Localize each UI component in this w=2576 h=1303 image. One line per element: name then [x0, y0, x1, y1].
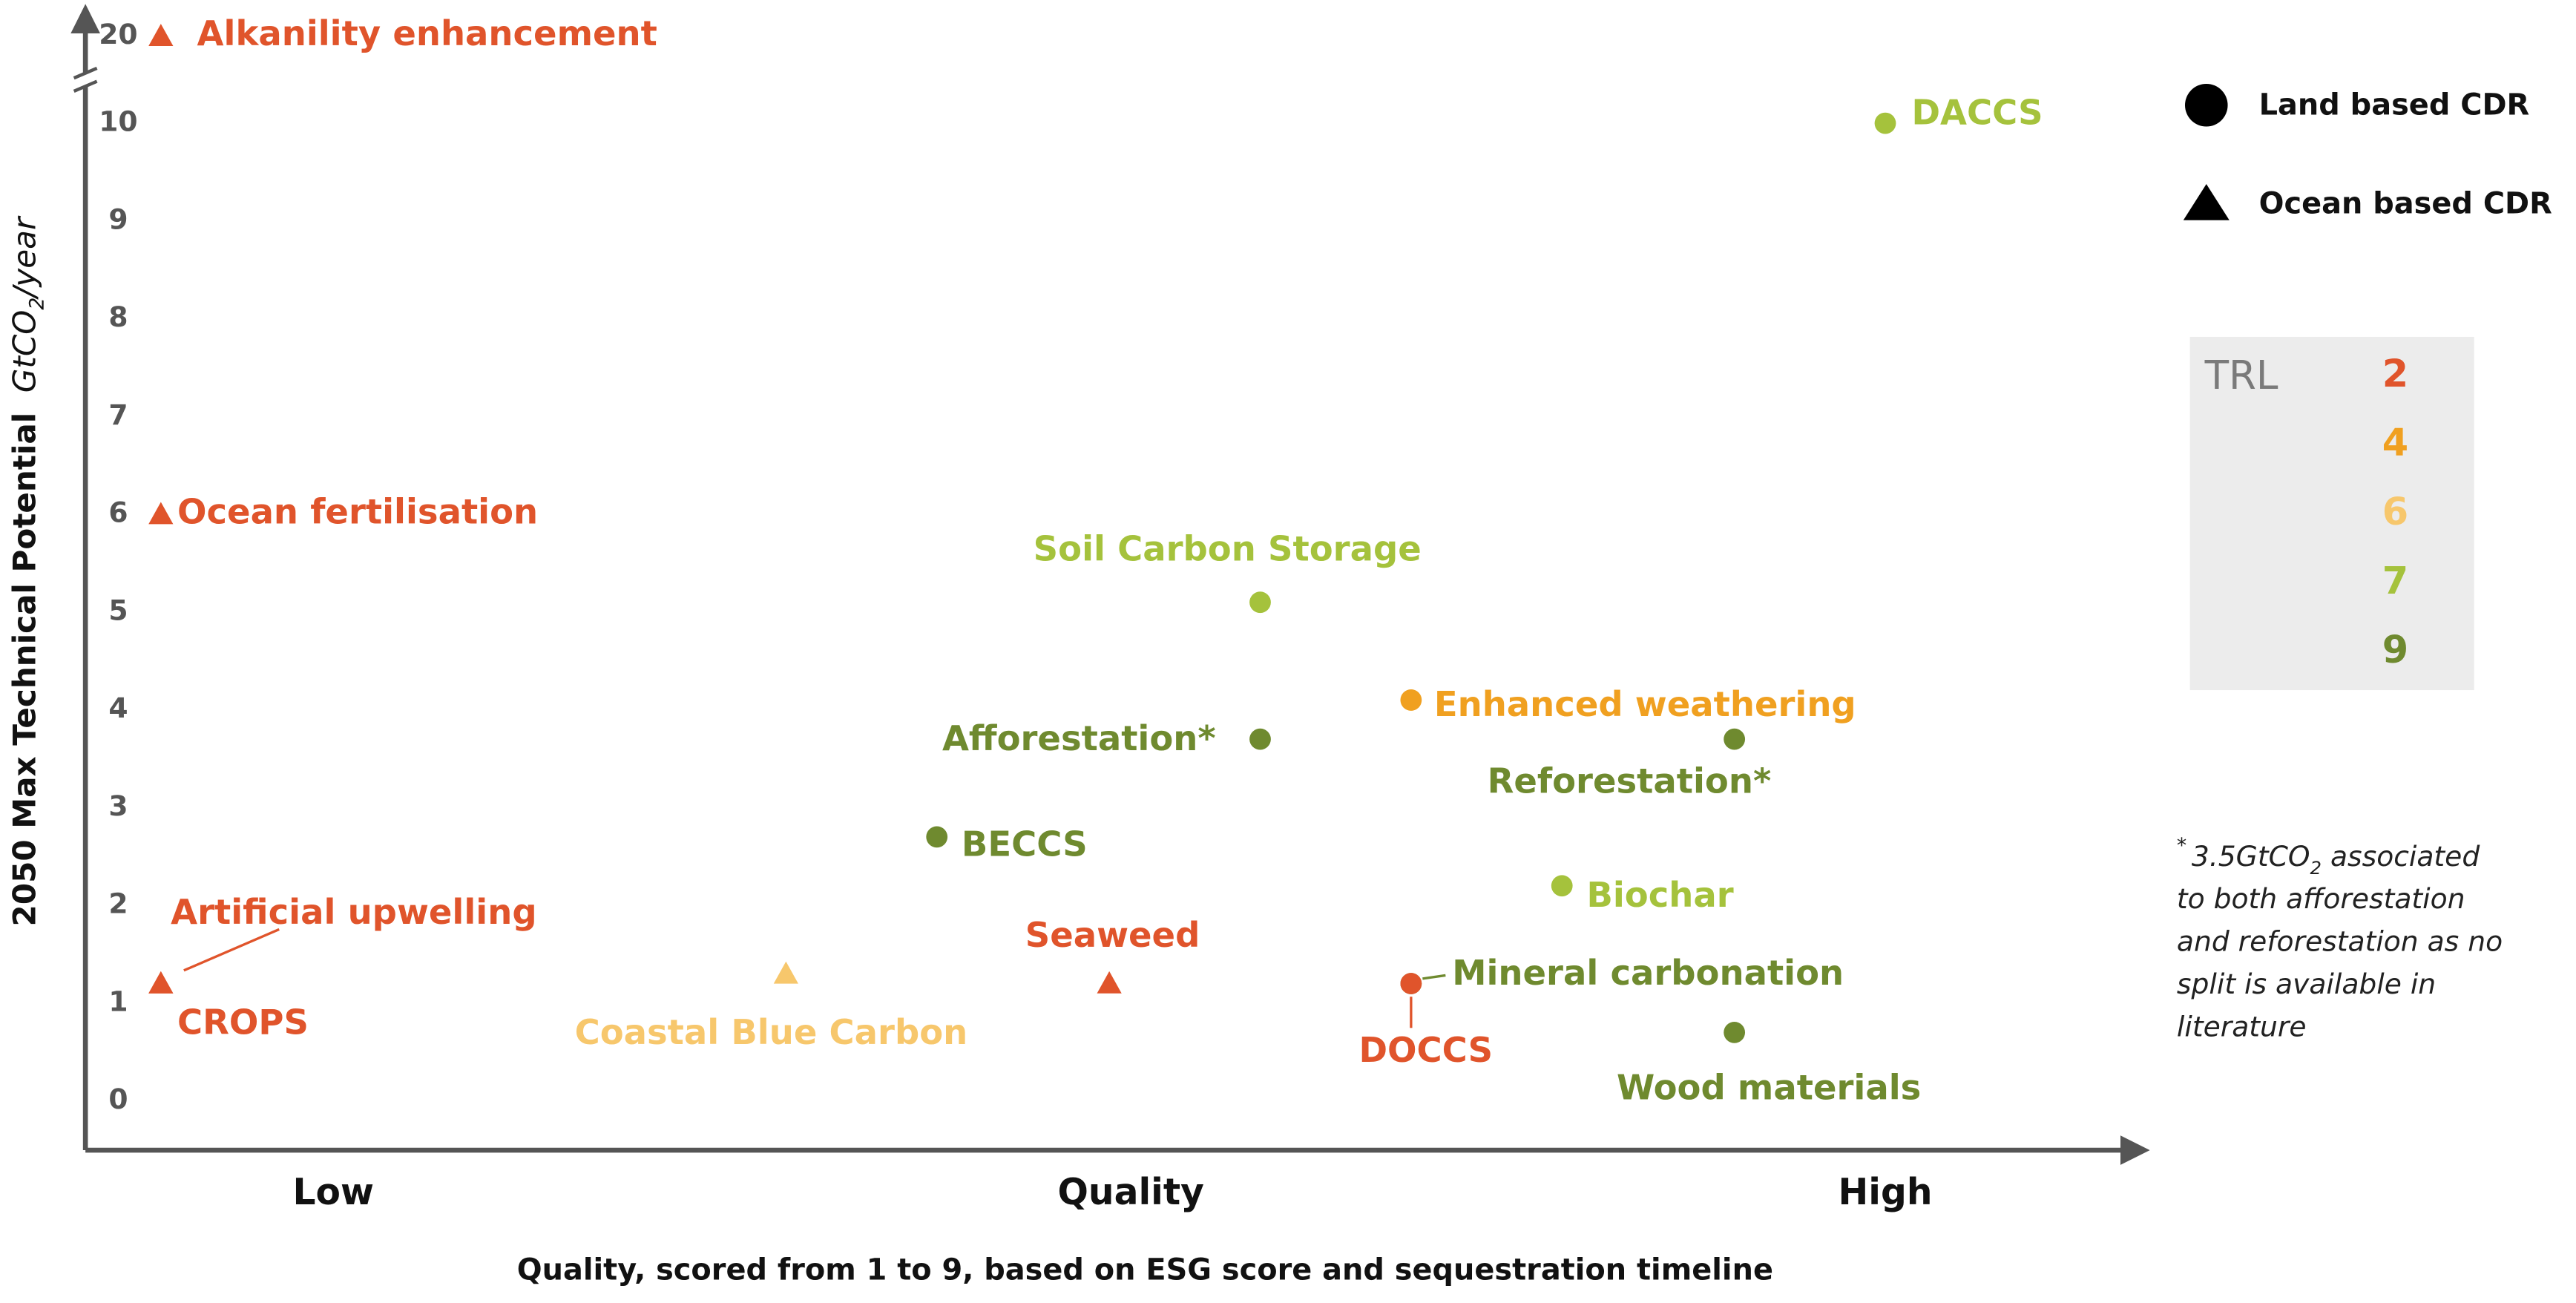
- trl-box: [2189, 336, 2474, 691]
- point-label: Coastal Blue Carbon: [575, 1012, 968, 1052]
- trl-title: TRL: [2204, 352, 2278, 398]
- point-label: Afforestation*: [942, 718, 1216, 758]
- trl-level: 7: [2382, 559, 2408, 603]
- footnote-line: to both afforestation: [2177, 882, 2465, 915]
- y-tick-label: 6: [108, 496, 128, 529]
- footnote-mark: *: [2177, 834, 2186, 857]
- trl-level: 4: [2382, 421, 2408, 465]
- point: [1724, 1021, 1746, 1043]
- point: [1249, 591, 1271, 614]
- leader-line: [1422, 974, 1446, 980]
- footnote-line: literature: [2177, 1011, 2307, 1043]
- point-label: DACCS: [1911, 93, 2043, 133]
- y-tick-label: 1: [108, 985, 128, 1017]
- point-label: Alkanility enhancement: [197, 13, 657, 53]
- x-axis-title: Quality, scored from 1 to 9, based on ES…: [517, 1253, 1773, 1287]
- point-label: CROPS: [177, 1002, 309, 1042]
- legend-marker: [2185, 83, 2228, 127]
- legend-label: Land based CDR: [2259, 88, 2530, 122]
- point-label: Wood materials: [1617, 1067, 1921, 1107]
- footnote-line: split is available in: [2177, 968, 2436, 1000]
- x-tick-label: Low: [292, 1172, 374, 1213]
- point-label: Ocean fertilisation: [177, 492, 538, 532]
- trl-level: 6: [2382, 490, 2408, 534]
- point-label: Enhanced weathering: [1434, 684, 1856, 724]
- y-tick-label: 10: [99, 105, 137, 138]
- y-axis-unit-rest: /year: [6, 215, 42, 301]
- point: [148, 971, 174, 994]
- point-label: Reforestation*: [1488, 761, 1772, 801]
- leader-line: [183, 928, 280, 972]
- axis-break: [73, 79, 98, 93]
- footnote: * 3.5GtCO2 associated: [2177, 834, 2480, 879]
- point-label: BECCS: [962, 824, 1088, 864]
- y-tick-label: 20: [99, 18, 137, 50]
- axis-break: [73, 66, 98, 80]
- legend-marker: [2183, 184, 2230, 220]
- y-tick-label: 9: [108, 203, 128, 235]
- y-axis-unit: GtCO: [6, 310, 42, 393]
- footnote-line: and reforestation as no: [2177, 925, 2503, 958]
- point: [148, 502, 174, 525]
- footnote-line: associated: [2322, 839, 2480, 872]
- y-tick-label: 7: [108, 398, 128, 431]
- trl-level: 2: [2382, 352, 2408, 396]
- point: [926, 826, 948, 848]
- point-label: Artificial upwelling: [171, 892, 537, 932]
- y-axis-title-text: 2050 Max Technical Potential: [6, 413, 42, 927]
- y-axis-title: 2050 Max Technical Potential GtCO2/year: [6, 215, 49, 926]
- trl-level: 9: [2382, 628, 2408, 672]
- point: [1400, 973, 1422, 994]
- point: [148, 24, 174, 47]
- y-tick-label: 0: [108, 1083, 128, 1115]
- y-tick-label: 4: [108, 692, 128, 724]
- y-tick-label: 8: [108, 301, 128, 333]
- y-tick-label: 5: [108, 594, 128, 626]
- legend-label: Ocean based CDR: [2259, 186, 2552, 220]
- x-tick-label: Quality: [1058, 1172, 1204, 1213]
- point: [1400, 689, 1422, 711]
- point: [1551, 875, 1573, 897]
- x-tick-label: High: [1839, 1172, 1933, 1213]
- point-label: Soil Carbon Storage: [1034, 529, 1422, 569]
- footnote-amount: 3.5GtCO: [2192, 839, 2310, 872]
- y-axis-unit-sub: 2: [25, 298, 48, 310]
- point: [1249, 728, 1271, 750]
- y-tick-label: 3: [108, 790, 128, 822]
- point: [1874, 112, 1896, 134]
- point: [773, 961, 798, 984]
- y-tick-label: 2: [108, 887, 128, 920]
- point: [1724, 728, 1746, 750]
- footnote-sub: 2: [2310, 856, 2322, 878]
- point-label: Seaweed: [1025, 915, 1200, 955]
- point-label: Mineral carbonation: [1452, 953, 1844, 993]
- point: [1097, 971, 1122, 994]
- point-label: Biochar: [1586, 875, 1733, 915]
- point-label: DOCCS: [1358, 1030, 1493, 1070]
